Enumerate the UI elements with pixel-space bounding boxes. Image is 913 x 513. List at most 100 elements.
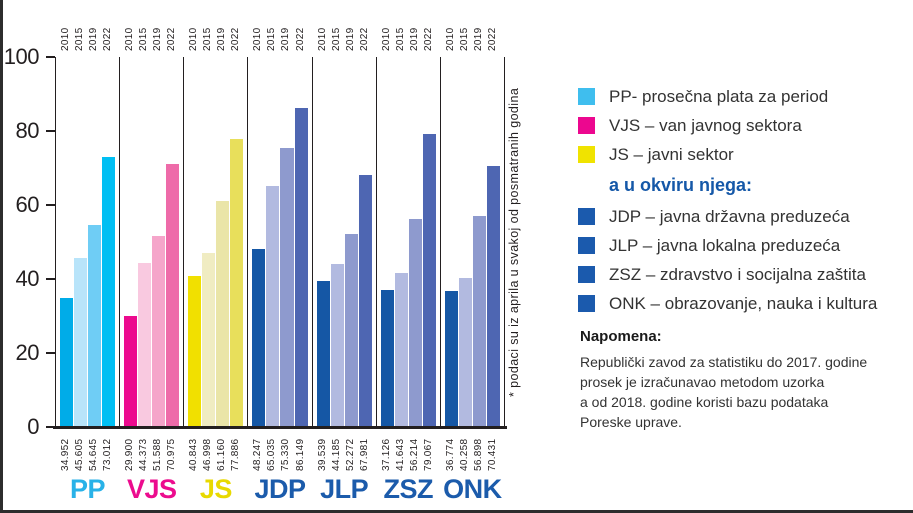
bars-VJS [120, 57, 183, 427]
legend-item-JLP: JLP – javna lokalna preduzeća [578, 235, 877, 255]
year-label: 2010 [188, 27, 200, 51]
year-label: 2010 [60, 27, 71, 51]
y-tick-mark-20 [46, 352, 55, 354]
year-label: 2015 [202, 27, 214, 51]
year-label: 2010 [124, 27, 136, 51]
legend-item-JDP: JDP – javna državna preduzeća [578, 207, 877, 226]
value-label: 86.149 [294, 438, 306, 471]
legend-swatch [578, 88, 595, 105]
value-label: 36.774 [444, 438, 456, 471]
note-line: a od 2018. godine koristi bazu podataka [580, 394, 829, 410]
bar-ONK-2022 [486, 166, 500, 427]
year-label: 2015 [138, 27, 150, 51]
year-labels-ONK: 2010 2015 2019 2022 [441, 9, 504, 51]
year-label: 2015 [266, 27, 278, 51]
legend-item-ZSZ: ZSZ – zdravstvo i socijalna zaštita [578, 265, 877, 284]
legend-swatch [578, 295, 595, 312]
value-label: 79.067 [422, 438, 434, 471]
vertical-footnote: * podaci su iz aprila u svakoj od posmat… [507, 87, 521, 397]
year-label: 2019 [472, 27, 484, 51]
year-label: 2019 [408, 27, 420, 51]
year-label: 2019 [216, 27, 228, 51]
year-label: 2022 [486, 27, 498, 51]
value-labels-VJS: 29.900 44.373 51.588 70.975 [120, 433, 183, 471]
value-label: 44.185 [330, 438, 342, 471]
bar-PP-2010 [60, 297, 74, 427]
bar-PP-2015 [74, 258, 88, 427]
note-line: Poreske uprave. [580, 414, 682, 430]
value-label: 77.886 [230, 438, 242, 471]
year-label: 2010 [380, 27, 392, 51]
bar-JS-2019 [216, 200, 230, 427]
bar-ZSZ-2019 [408, 219, 422, 427]
legend-label: JLP – javna lokalna preduzeća [609, 235, 841, 255]
value-labels-JLP: 39.539 44.185 52.272 67.981 [313, 433, 376, 471]
note-heading: Napomena: [580, 328, 662, 345]
legend-swatch [578, 117, 595, 134]
y-tick-label-0: 0 [27, 414, 39, 439]
value-label: 48.247 [252, 438, 264, 471]
group-label-ONK: ONK [443, 474, 502, 504]
value-label: 45.605 [74, 438, 86, 471]
year-label: 2022 [358, 27, 370, 51]
year-label: 2010 [252, 27, 264, 51]
y-tick-label-100: 100 [3, 44, 40, 69]
bar-JDP-2019 [280, 148, 294, 427]
bar-ZSZ-2010 [380, 289, 394, 427]
bar-VJS-2010 [124, 316, 138, 427]
legend-swatch [578, 208, 595, 225]
legend-label: VJS – van javnog sektora [609, 115, 802, 135]
value-labels-PP: 34.952 45.605 54.645 73.012 [56, 433, 119, 471]
value-label: 75.330 [280, 438, 292, 471]
value-labels-JS: 40.843 46.998 61.160 77.886 [184, 433, 247, 471]
value-label: 70.975 [166, 438, 178, 471]
bar-group-ZSZ: 2010 2015 2019 2022 37.126 41.643 56.214 79.067… [375, 28, 440, 504]
bar-ONK-2015 [458, 278, 472, 427]
group-label-JLP: JLP [320, 474, 369, 504]
y-tick-mark-100 [46, 56, 55, 58]
value-label: 44.373 [138, 438, 150, 471]
bar-ONK-2010 [444, 290, 458, 427]
year-label: 2015 [74, 27, 86, 51]
year-label: 2019 [88, 27, 100, 51]
bar-JDP-2010 [252, 248, 266, 427]
year-labels-JDP: 2010 2015 2019 2022 [248, 9, 311, 51]
value-label: 65.035 [266, 438, 278, 471]
bar-group-ONK: 2010 2015 2019 2022 36.774 40.258 56.898 70.431… [439, 28, 505, 504]
legend-swatch [578, 266, 595, 283]
value-label: 56.898 [472, 438, 484, 471]
value-label: 40.258 [458, 438, 470, 471]
bar-JLP-2015 [330, 263, 344, 427]
value-label: 40.843 [188, 438, 200, 471]
y-tick-label-40: 40 [15, 266, 40, 291]
year-labels-ZSZ: 2010 2015 2019 2022 [377, 9, 440, 51]
value-label: 73.012 [102, 438, 114, 471]
year-labels-JLP: 2010 2015 2019 2022 [313, 9, 376, 51]
y-tick-label-60: 60 [15, 192, 40, 217]
page-left-border [0, 0, 3, 513]
year-label: 2015 [330, 27, 342, 51]
year-label: 2022 [166, 27, 178, 51]
year-label: 2015 [394, 27, 406, 51]
legend-item-JS: JS – javni sektor [578, 145, 877, 164]
bar-chart-plot: 2010 2015 2019 2022 34.952 45.605 54.645 73.012… [53, 28, 507, 504]
year-label: 2022 [230, 27, 242, 51]
value-label: 46.998 [202, 438, 214, 471]
year-label: 2019 [280, 27, 292, 51]
value-label: 29.900 [124, 438, 136, 471]
bar-groups: 2010 2015 2019 2022 34.952 45.605 54.645 73.012… [55, 28, 505, 504]
y-tick-mark-0 [46, 426, 55, 428]
bar-VJS-2015 [138, 262, 152, 427]
bars-JDP [248, 57, 311, 427]
bar-JS-2022 [230, 138, 244, 427]
value-label: 37.126 [380, 438, 392, 471]
legend-subheader: a u okviru njega: [609, 175, 753, 195]
year-label: 2022 [422, 27, 434, 51]
legend-item-VJS: VJS – van javnog sektora [578, 115, 877, 135]
bar-JS-2010 [188, 275, 202, 427]
y-tick-mark-40 [46, 278, 55, 280]
year-label: 2015 [458, 27, 470, 51]
value-label: 51.588 [152, 438, 164, 471]
value-labels-ONK: 36.774 40.258 56.898 70.431 [441, 433, 504, 471]
year-labels-PP: 2010 2015 2019 2022 [56, 9, 119, 51]
